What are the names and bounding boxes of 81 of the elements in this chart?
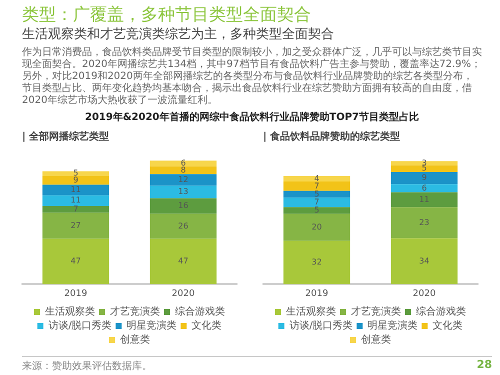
data-label: 26 [178, 221, 188, 230]
bar [283, 240, 350, 284]
data-label: 16 [178, 201, 188, 210]
data-label: 8 [180, 165, 186, 174]
bar [390, 192, 458, 208]
data-label: 7 [314, 181, 320, 190]
data-label: 4 [314, 174, 320, 183]
data-label: 9 [422, 173, 427, 182]
legend-label: 访谈/脱口秀类 [289, 320, 353, 332]
data-label: 12 [178, 174, 188, 184]
legend-label: 生活观察类 [45, 306, 95, 318]
bar [42, 184, 110, 196]
text: 28 [476, 358, 492, 371]
bar [390, 207, 458, 238]
text: 作为日常消费品，食品饮料类品牌受节目类型的限制较小，加之受众群体广泛，几乎可以与综艺类节目实现全面契合。2020年网播综艺共134档，其中97档节目有食品饮料广告主参与赞助，覆盖率达72.9%；另外，对比2019和2020两年全部网播综艺的各类型分布与食品饮料行业品牌赞助的综艺各类型分布，节目类型占比、两年变化趋势均基本吻合，揭示出食品饮料行业在综艺赞助方面拥有较高的自由度，借2020年综艺市场大热收获了一波流量红利。 [22, 47, 482, 107]
legend-label: 访谈/脱口秀类 [48, 320, 112, 332]
legend-label: 创意类 [361, 334, 391, 346]
source-note: 来源：赞助效果评估数据库。 [22, 360, 152, 373]
data-label: 6 [180, 158, 186, 168]
legend-label: 文化类 [192, 320, 222, 332]
data-label: 11 [419, 194, 430, 204]
bar [150, 160, 217, 166]
legend-label: 综合游戏类 [416, 306, 466, 318]
bar [42, 206, 110, 213]
text: 类型：广覆盖，多种节目类型全面契合 [22, 4, 312, 26]
data-label: 3 [422, 158, 427, 168]
legend-label: 生活观察类 [286, 306, 336, 318]
bar [283, 181, 350, 191]
bar [150, 198, 217, 214]
legend-label: 才艺竞演类 [110, 306, 160, 318]
text: 生活观察类和才艺竞演类综艺为主，多种类型全面契合 [22, 26, 335, 44]
x-tick-label: 2020 [412, 288, 436, 299]
x-tick-label: 2019 [64, 288, 88, 299]
bar [390, 172, 458, 184]
text: 2019年&2020年首播的网综中食品饮料行业品牌赞助TOP7节目类型占比 [84, 110, 420, 124]
bar [150, 214, 217, 239]
data-label: 5 [73, 168, 78, 178]
bar [42, 195, 110, 206]
data-label: 11 [70, 185, 81, 194]
data-label: 34 [419, 256, 430, 266]
x-tick-label: 2019 [305, 288, 328, 299]
legend-label: 明星竞演类 [368, 320, 418, 332]
bar [283, 214, 350, 241]
chart-title: | 食品饮料品牌赞助的综艺类型 [263, 130, 400, 143]
data-label: 5 [314, 206, 320, 215]
legend-label: 才艺竞演类 [351, 306, 401, 318]
bar [390, 161, 458, 166]
data-label: 13 [178, 187, 188, 196]
bar [390, 165, 458, 172]
bar [283, 207, 350, 214]
bar [150, 174, 217, 186]
bar [150, 166, 217, 174]
data-label: 5 [314, 189, 320, 198]
data-label: 23 [419, 218, 430, 227]
data-label: 7 [314, 197, 320, 206]
data-label: 6 [422, 183, 427, 192]
x-tick-label: 2020 [172, 288, 195, 299]
data-label: 47 [70, 256, 81, 266]
bar [283, 190, 350, 198]
legend-label: 创意类 [120, 334, 150, 346]
data-label: 9 [73, 175, 78, 184]
bar [390, 238, 458, 284]
data-label: 11 [70, 196, 81, 205]
bar [283, 176, 350, 182]
legend-label: 文化类 [432, 320, 463, 332]
legend-label: 综合游戏类 [175, 306, 225, 318]
data-label: 27 [70, 220, 81, 230]
bar [150, 238, 217, 284]
data-label: 20 [312, 222, 322, 232]
bar [42, 171, 110, 176]
legend-label: 明星竞演类 [126, 320, 177, 332]
bar [150, 186, 217, 198]
bar [42, 212, 110, 239]
bar [42, 176, 110, 185]
data-label: 32 [312, 258, 322, 267]
chart-title: | 全部网播综艺类型 [22, 130, 110, 143]
data-label: 47 [178, 256, 188, 266]
bar [42, 238, 110, 284]
data-label: 7 [73, 204, 78, 214]
bar [283, 198, 350, 208]
bar [390, 184, 458, 192]
